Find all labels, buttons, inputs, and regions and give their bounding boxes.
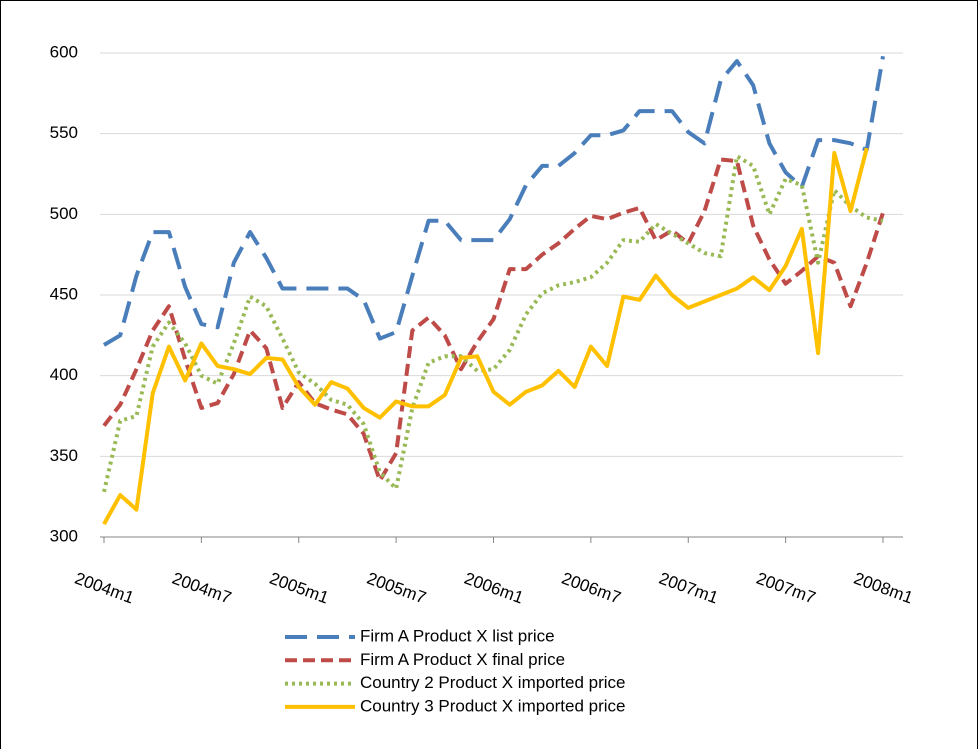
legend-label: Firm A Product X final price xyxy=(360,650,565,669)
y-tick-label: 450 xyxy=(50,284,78,303)
series-line xyxy=(102,147,869,526)
series-line xyxy=(102,157,885,483)
legend-label: Country 2 Product X imported price xyxy=(360,673,626,692)
y-tick-label: 400 xyxy=(50,365,78,384)
legend-label: Country 3 Product X imported price xyxy=(360,696,626,715)
y-tick-label: 500 xyxy=(50,204,78,223)
y-tick-label: 350 xyxy=(50,446,78,465)
y-tick-label: 550 xyxy=(50,123,78,142)
y-tick-label: 600 xyxy=(50,42,78,61)
y-tick-label: 300 xyxy=(50,526,78,545)
legend-label: Firm A Product X list price xyxy=(360,626,555,645)
series-line xyxy=(102,55,885,347)
